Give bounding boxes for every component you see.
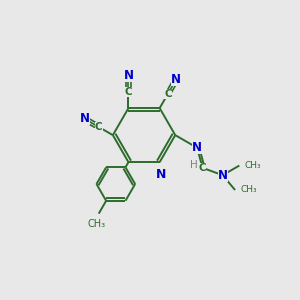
Text: N: N [171, 73, 181, 86]
Text: CH₃: CH₃ [87, 219, 106, 230]
Text: N: N [218, 169, 228, 182]
Text: N: N [124, 69, 134, 82]
Text: C: C [124, 87, 132, 97]
Text: C: C [164, 89, 172, 99]
Text: H: H [190, 160, 198, 170]
Text: N: N [192, 141, 202, 154]
Text: C: C [199, 163, 206, 173]
Text: N: N [80, 112, 89, 125]
Text: CH₃: CH₃ [245, 161, 261, 170]
Text: N: N [156, 167, 166, 181]
Text: CH₃: CH₃ [240, 185, 257, 194]
Text: C: C [95, 122, 103, 132]
